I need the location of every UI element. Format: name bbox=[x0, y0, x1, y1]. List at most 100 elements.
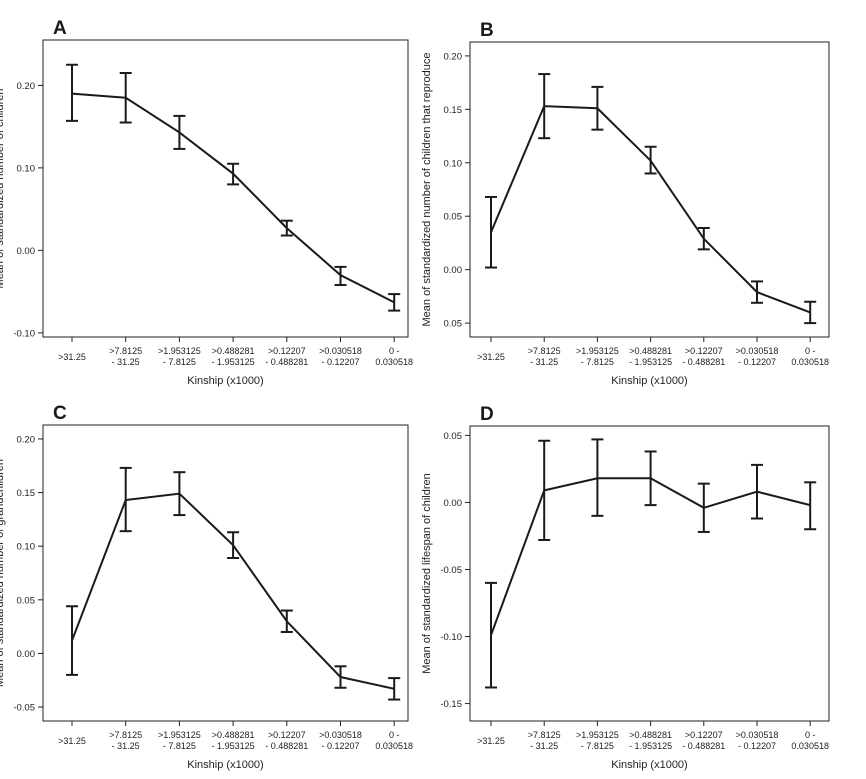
y-tick-label: 0.00 bbox=[17, 246, 36, 257]
panel-d: D -0.15 -0.10 -0.05 0.00 0.05 >31.25 >7.8125- 3… bbox=[421, 404, 830, 771]
x-tick-label: >0.12207 bbox=[685, 730, 723, 740]
error-bar bbox=[119, 72, 132, 124]
x-tick-label: >7.8125 bbox=[528, 346, 561, 356]
error-bar bbox=[227, 162, 240, 186]
x-tick-label: >0.030518 bbox=[736, 730, 779, 740]
error-bar bbox=[280, 219, 293, 237]
panel-letter: A bbox=[53, 18, 67, 39]
x-tick-label: - 0.12207 bbox=[738, 741, 776, 751]
x-tick-label: - 0.488281 bbox=[682, 741, 725, 751]
panel-a: A -0.10 0.00 0.10 0.20 >31.25 >7.8125- 31.25 >1… bbox=[0, 18, 413, 387]
panel-c: C-0.050.000.050.100.150.20>31.25>7.8125-… bbox=[0, 403, 413, 771]
x-axis-title: Kinship (x1000) bbox=[611, 759, 687, 771]
x-tick-label: 0.030518 bbox=[791, 741, 829, 751]
y-tick-label: 0.00 bbox=[444, 498, 463, 509]
x-axis-title: Kinship (x1000) bbox=[187, 375, 263, 387]
x-tick-label: >1.953125 bbox=[158, 730, 201, 740]
x-tick-label: - 7.8125 bbox=[163, 357, 196, 367]
plot-frame bbox=[42, 39, 409, 338]
x-tick-label: 0 - bbox=[389, 346, 400, 356]
error-bar bbox=[485, 581, 497, 689]
x-tick-label: >0.488281 bbox=[629, 730, 672, 740]
error-bar bbox=[66, 605, 78, 676]
y-tick-label: 0.15 bbox=[444, 105, 463, 116]
y-tick-label: 0.00 bbox=[17, 649, 36, 660]
y-axis-title: Mean of standardized lifespan of childre… bbox=[421, 473, 433, 674]
x-axis-title: Kinship (x1000) bbox=[187, 759, 263, 771]
x-tick-label: >31.25 bbox=[58, 736, 86, 746]
error-bar bbox=[173, 471, 186, 517]
x-tick-label: - 1.953125 bbox=[629, 741, 672, 751]
x-tick-label: >0.030518 bbox=[736, 346, 779, 356]
x-tick-label: - 31.25 bbox=[530, 357, 558, 367]
panel-letter: D bbox=[480, 404, 494, 425]
x-tick-label: >7.8125 bbox=[109, 346, 142, 356]
error-bar bbox=[334, 265, 347, 287]
x-tick-label: >1.953125 bbox=[576, 730, 619, 740]
y-tick-label: 0.00 bbox=[444, 265, 463, 276]
y-axis-title: Mean of standardized number of children … bbox=[421, 53, 433, 327]
panel-letter: C bbox=[53, 403, 67, 424]
error-bar bbox=[388, 293, 401, 312]
x-tick-label: >7.8125 bbox=[109, 730, 142, 740]
error-bar bbox=[644, 450, 657, 507]
y-tick-label: 0.05 bbox=[444, 431, 463, 442]
x-tick-label: - 1.953125 bbox=[212, 357, 255, 367]
error-bar bbox=[538, 439, 551, 541]
x-tick-label: >0.488281 bbox=[629, 346, 672, 356]
error-bar bbox=[334, 665, 347, 689]
x-tick-label: - 0.12207 bbox=[738, 357, 776, 367]
x-tick-label: - 0.488281 bbox=[265, 357, 308, 367]
panel-letter: B bbox=[480, 20, 494, 41]
x-tick-label: - 31.25 bbox=[530, 741, 558, 751]
y-tick-label: 0.15 bbox=[17, 488, 36, 499]
series-line bbox=[71, 492, 395, 690]
x-tick-label: 0 - bbox=[805, 346, 816, 356]
error-bar bbox=[804, 481, 817, 531]
error-bar bbox=[591, 438, 604, 517]
y-tick-label: -0.10 bbox=[13, 328, 35, 339]
x-tick-label: - 31.25 bbox=[112, 357, 140, 367]
x-tick-label: 0 - bbox=[805, 730, 816, 740]
y-tick-label: 0.10 bbox=[17, 163, 36, 174]
x-tick-label: >0.12207 bbox=[685, 346, 723, 356]
y-tick-label: 0.20 bbox=[17, 81, 36, 92]
y-tick-label: 0.10 bbox=[17, 542, 36, 553]
x-tick-label: - 1.953125 bbox=[212, 741, 255, 751]
x-tick-label: - 7.8125 bbox=[581, 741, 614, 751]
error-bar bbox=[751, 280, 763, 304]
error-bar bbox=[751, 463, 763, 520]
x-tick-label: >1.953125 bbox=[576, 346, 619, 356]
plot-frame bbox=[42, 424, 409, 722]
x-tick-label: >0.488281 bbox=[212, 730, 255, 740]
x-tick-label: >0.030518 bbox=[319, 730, 362, 740]
plot-frame bbox=[469, 41, 830, 338]
error-bar bbox=[804, 300, 817, 325]
x-tick-label: - 1.953125 bbox=[629, 357, 672, 367]
y-tick-label: 0.05 bbox=[444, 212, 463, 223]
x-tick-label: >0.12207 bbox=[268, 346, 306, 356]
x-tick-label: >0.12207 bbox=[268, 730, 306, 740]
x-tick-label: - 0.12207 bbox=[321, 741, 359, 751]
x-tick-label: >1.953125 bbox=[158, 346, 201, 356]
y-tick-label: -0.10 bbox=[440, 632, 462, 643]
error-bar bbox=[173, 114, 186, 150]
x-tick-label: >7.8125 bbox=[528, 730, 561, 740]
error-bar bbox=[388, 677, 401, 701]
error-bar bbox=[538, 73, 551, 140]
series-line bbox=[71, 92, 395, 304]
error-bar bbox=[227, 531, 240, 559]
x-tick-label: 0.030518 bbox=[375, 357, 413, 367]
panel-b: B0.050.000.050.100.150.20>31.25>7.8125- … bbox=[421, 20, 830, 387]
x-tick-label: 0 - bbox=[389, 730, 400, 740]
y-tick-label: -0.05 bbox=[13, 703, 35, 714]
x-tick-label: 0.030518 bbox=[791, 357, 829, 367]
x-tick-label: >0.488281 bbox=[212, 346, 255, 356]
y-tick-label: 0.10 bbox=[444, 158, 463, 169]
y-axis-title: Mean of standardized number of grandchil… bbox=[0, 459, 6, 687]
error-bar bbox=[119, 466, 132, 533]
x-tick-label: - 0.488281 bbox=[265, 741, 308, 751]
error-bar bbox=[697, 226, 710, 251]
x-tick-label: - 7.8125 bbox=[163, 741, 196, 751]
